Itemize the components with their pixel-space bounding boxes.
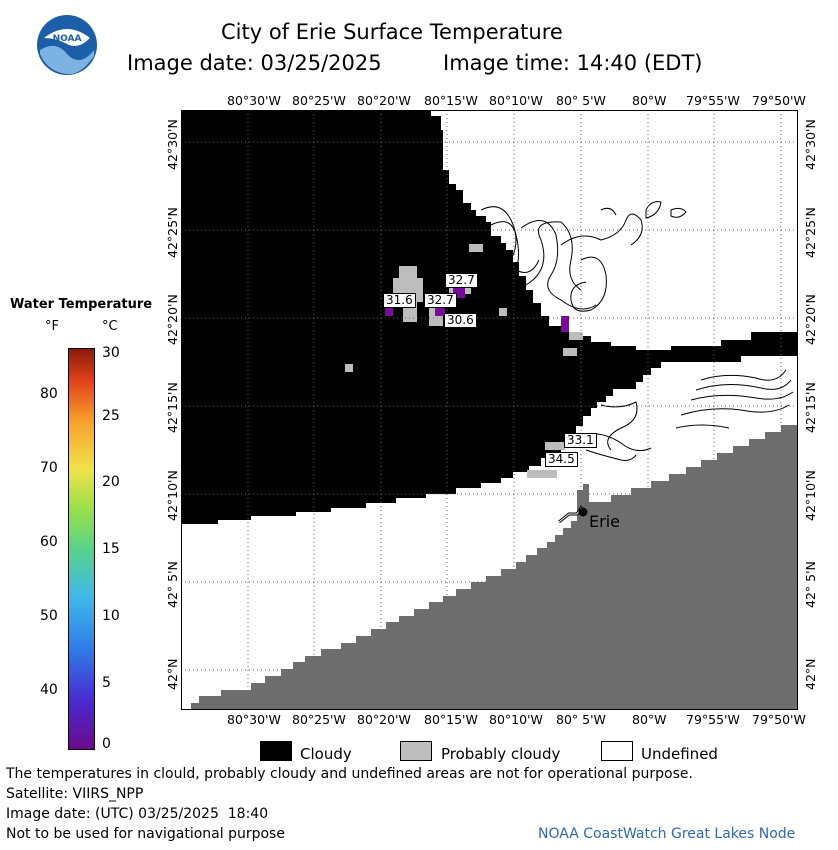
f-tick-50: 50 (40, 608, 58, 624)
lon-label-top: 80°25'W (292, 93, 346, 108)
lat-label-right: 42°30'N (803, 119, 818, 170)
legend-label-cloudy: Cloudy (300, 745, 352, 763)
c-tick-15: 15 (102, 541, 120, 557)
contour-lines (480, 201, 794, 461)
lat-label-right: 42°25'N (803, 207, 818, 258)
land-area (191, 425, 798, 710)
footer-note: The temperatures in clould, probably clo… (6, 766, 693, 782)
c-tick-30: 30 (102, 345, 120, 361)
footer-satellite: Satellite: VIIRS_NPP (6, 786, 144, 802)
lon-label-top: 80°15'W (424, 93, 478, 108)
colorbar (68, 348, 95, 750)
logo-text: NOAA (53, 34, 82, 44)
lon-label-bottom: 80°25'W (292, 712, 346, 727)
lon-label-bottom: 80° 5'W (556, 712, 606, 727)
f-tick-40: 40 (40, 682, 58, 698)
c-tick-10: 10 (102, 608, 120, 624)
lon-label-top: 80°W (632, 93, 667, 108)
lon-label-top: 80°10'W (489, 93, 543, 108)
cold-water-pixels (385, 288, 569, 332)
cloudy-area (181, 110, 798, 524)
lon-label-top: 79°50'W (752, 93, 806, 108)
lon-label-bottom: 80°W (632, 712, 667, 727)
c-tick-25: 25 (102, 408, 120, 424)
lon-label-bottom: 79°55'W (686, 712, 740, 727)
lon-label-bottom: 80°10'W (489, 712, 543, 727)
footer-credit: NOAA CoastWatch Great Lakes Node (538, 826, 796, 842)
lat-label-left: 42°20'N (165, 294, 180, 345)
colorbar-unit-c: °C (102, 319, 118, 334)
lat-label-right: 42°15'N (803, 382, 818, 433)
legend-label-undefined: Undefined (641, 745, 718, 763)
noaa-logo: NOAA (36, 14, 98, 76)
lat-label-right: 42° 5'N (803, 561, 818, 608)
lon-label-top: 80°30'W (227, 93, 281, 108)
temp-label: 34.5 (545, 452, 578, 467)
temp-label: 32.7 (445, 273, 478, 288)
lat-label-left: 42°N (165, 658, 180, 690)
footer-utc-date: Image date: (UTC) 03/25/2025 18:40 (6, 806, 269, 822)
page-title: City of Erie Surface Temperature (221, 20, 563, 44)
temp-label: 32.7 (424, 293, 457, 308)
legend-swatch-probably-cloudy (400, 741, 432, 761)
lon-label-top: 79°55'W (686, 93, 740, 108)
graticule (181, 110, 798, 710)
lon-label-bottom: 79°50'W (752, 712, 806, 727)
temp-label: 33.1 (564, 433, 597, 448)
sst-map (181, 110, 798, 710)
colorbar-unit-f: °F (45, 319, 59, 334)
lon-label-bottom: 80°20'W (357, 712, 411, 727)
lon-label-bottom: 80°30'W (227, 712, 281, 727)
f-tick-70: 70 (40, 460, 58, 476)
colorbar-title: Water Temperature (10, 297, 153, 312)
c-tick-0: 0 (102, 736, 111, 752)
map-border (181, 110, 798, 710)
temp-label: 31.6 (383, 293, 416, 308)
legend-swatch-undefined (601, 741, 633, 761)
temp-label: 30.6 (444, 313, 477, 328)
lat-label-left: 42°25'N (165, 207, 180, 258)
footer-nav-warning: Not to be used for navigational purpose (6, 826, 285, 842)
c-tick-5: 5 (102, 675, 111, 691)
image-time: Image time: 14:40 (EDT) (443, 51, 703, 75)
image-date: Image date: 03/25/2025 (127, 51, 382, 75)
lat-label-left: 42°30'N (165, 119, 180, 170)
lon-label-top: 80°20'W (357, 93, 411, 108)
lat-label-left: 42° 5'N (165, 561, 180, 608)
city-label-erie: Erie (589, 512, 620, 531)
lat-label-right: 42°N (803, 658, 818, 690)
c-tick-20: 20 (102, 474, 120, 490)
lon-label-top: 80° 5'W (556, 93, 606, 108)
f-tick-80: 80 (40, 386, 58, 402)
lat-label-left: 42°10'N (165, 470, 180, 521)
lon-label-bottom: 80°15'W (424, 712, 478, 727)
legend-swatch-cloudy (260, 741, 292, 761)
lat-label-right: 42°20'N (803, 294, 818, 345)
legend-label-probably-cloudy: Probably cloudy (441, 745, 561, 763)
erie-city-marker (578, 507, 588, 517)
lat-label-left: 42°15'N (165, 382, 180, 433)
lat-label-right: 42°10'N (803, 470, 818, 521)
f-tick-60: 60 (40, 534, 58, 550)
